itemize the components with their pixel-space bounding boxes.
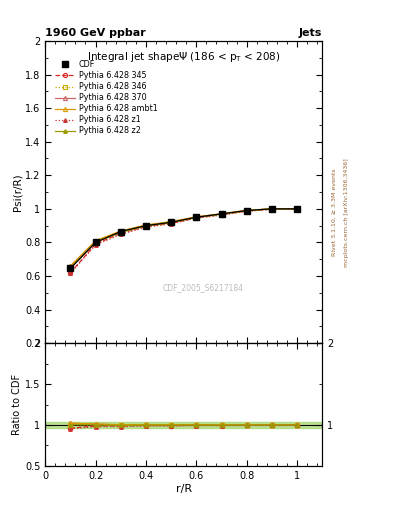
X-axis label: r/R: r/R [176, 483, 192, 494]
Text: mcplots.cern.ch [arXiv:1306.3436]: mcplots.cern.ch [arXiv:1306.3436] [344, 158, 349, 267]
Legend: CDF, Pythia 6.428 345, Pythia 6.428 346, Pythia 6.428 370, Pythia 6.428 ambt1, P: CDF, Pythia 6.428 345, Pythia 6.428 346,… [52, 57, 161, 139]
Text: Rivet 3.1.10, ≥ 3.3M events: Rivet 3.1.10, ≥ 3.3M events [332, 168, 337, 257]
Text: Integral jet shape$\Psi$ (186 < p$_\mathrm{T}$ < 208): Integral jet shape$\Psi$ (186 < p$_\math… [87, 50, 281, 64]
Y-axis label: Ratio to CDF: Ratio to CDF [12, 374, 22, 435]
Text: CDF_2005_S6217184: CDF_2005_S6217184 [163, 283, 244, 292]
Y-axis label: Psi(r/R): Psi(r/R) [12, 173, 22, 211]
Text: Jets: Jets [299, 28, 322, 38]
Bar [45, 422, 322, 428]
Text: 1960 GeV ppbar: 1960 GeV ppbar [45, 28, 146, 38]
